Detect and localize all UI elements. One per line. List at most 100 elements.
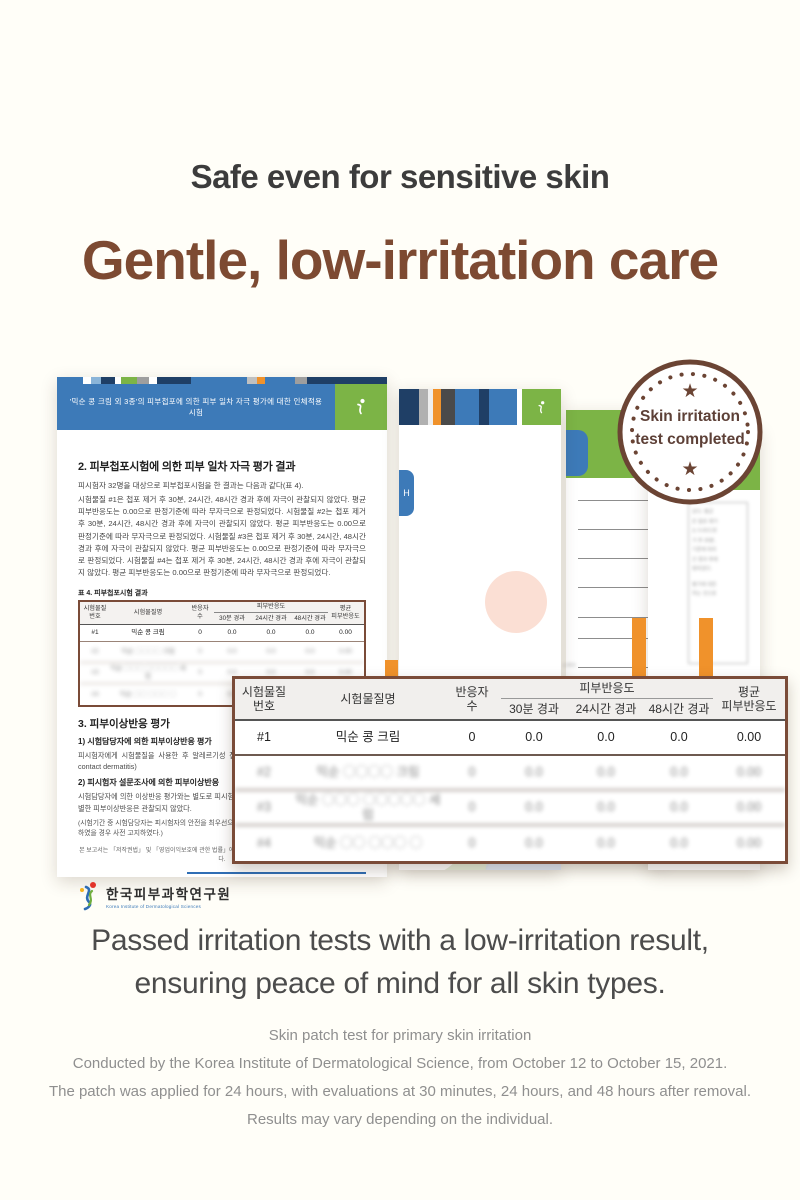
report-note: (시험기간 중 시험담당자는 피시험자의 안전을 최우선으로 하며, 시험물질에… (78, 819, 364, 838)
badge-text-line2: test completed (635, 431, 745, 448)
report-mini-table: 시험물질 번호 시험물질명 반응자 수 피부반응도 30분 경과 24시간 경과… (78, 600, 366, 708)
orange-bar (632, 618, 646, 680)
disclaimer-line4: Results may vary depending on the indivi… (246, 1111, 553, 1129)
page-a-tab (566, 430, 588, 476)
col-count: 반응자 수 (455, 684, 489, 713)
col-avg: 평균 피부반응도 (721, 684, 777, 713)
mini-cell: 0.0 (305, 669, 315, 677)
mini-cell: 믹순 ◯◯◯◯ 크림 (121, 648, 175, 656)
mini-col-t48: 48시간 경과 (294, 614, 326, 622)
mini-cell: 0.0 (305, 629, 315, 637)
cell-t30: 0.0 (525, 836, 543, 850)
mini-cell: #2 (91, 648, 99, 656)
col-t30: 30분 경과 (509, 701, 559, 716)
badge-text-line1: Skin irritation (640, 408, 740, 425)
cell-t48: 0.0 (670, 800, 688, 814)
mini-col-group: 피부반응도 (214, 602, 328, 614)
mini-cell: 0.0 (266, 648, 276, 656)
decor-circle (485, 571, 547, 633)
col-t48: 48시간 경과 (648, 701, 710, 716)
institute-logo: 한국피부과학연구원 Korea Institute of Dermatologi… (78, 881, 366, 911)
mini-cell: 0.0 (227, 669, 237, 677)
page-a-caption: 스케치 (562, 663, 576, 669)
mini-col-name: 시험물질명 (133, 609, 163, 617)
result-headline-line1: Passed irritation tests with a low-irrit… (91, 924, 709, 957)
mini-cell: 0.0 (214, 691, 250, 699)
mini-cell: 0.00 (339, 629, 352, 637)
cover-color-strip (399, 389, 561, 425)
cell-count: 0 (468, 836, 476, 850)
cell-t48: 0.0 (670, 765, 688, 779)
report-footer-rule (187, 872, 366, 874)
institute-symbol-icon (538, 400, 545, 413)
mini-cell: 0 (198, 690, 202, 698)
orange-bar (385, 660, 398, 680)
cell-name: 믹순 콩 크림 (335, 730, 401, 744)
report-sub1-body: 피시험자에게 시험물질을 사용한 후 알레르기성 접촉 피부염이나 자극성 접촉… (78, 751, 366, 772)
disclaimer-line2: Conducted by the Korea Institute of Derm… (72, 1055, 728, 1073)
result-headline-line2: ensuring peace of mind for all skin type… (134, 966, 666, 1000)
cell-no: #2 (257, 765, 271, 779)
star-icon: ★ (681, 381, 699, 402)
report-copyright: 본 보고서는 「저작권법」 및 「영업이익보호에 관한 법률」에 따라 제 3자… (79, 847, 365, 864)
cell-t30: 0.0 (525, 730, 543, 744)
mini-cell: 0.0 (227, 629, 237, 637)
mini-table-header: 시험물질 번호 시험물질명 반응자 수 피부반응도 30분 경과 24시간 경과… (80, 602, 364, 626)
section-subtitle: Safe even for sensitive skin (190, 158, 610, 195)
mini-cell: 0.0 (266, 669, 276, 677)
mini-cell: 0.0 (227, 648, 237, 656)
report-header: '믹순 콩 크림 외 3종'의 피부첩포에 의한 피부 일차 자극 평가에 대한… (57, 384, 387, 430)
cover-side-tab: H (399, 470, 414, 516)
cell-name: 믹순 ◯◯◯ ◯◯◯◯◯ 세럼 (295, 792, 441, 822)
disclaimer: Skin patch test for primary skin irritat… (0, 1022, 800, 1134)
report-section2-body: 시험물질 #1은 첩포 제거 후 30분, 24시간, 48시간 경과 후에 자… (78, 495, 366, 577)
institute-symbol-icon (357, 398, 365, 415)
col-group: 피부반응도 (501, 679, 713, 699)
institute-name-en: Korea Institute of Dermatological Scienc… (106, 904, 201, 909)
cell-name: 믹순 ◯◯ ◯◯◯ ◯ (313, 836, 423, 850)
institute-logo-icon (80, 882, 96, 911)
cell-avg: 0.00 (736, 730, 762, 744)
section-title: Gentle, low-irritation care (81, 229, 719, 291)
col-t24: 24시간 경과 (575, 701, 637, 716)
col-name: 시험물질명 (340, 691, 396, 706)
mini-cell: 믹순 ◯◯◯ ◯◯◯◯◯ 세럼 (110, 665, 186, 681)
mini-cell: 0.0 (305, 648, 315, 656)
mini-cell: 0.00 (339, 648, 352, 656)
mini-cell: 0 (198, 629, 202, 637)
certification-badge: ★ Skin irritation test completed ★ (616, 358, 764, 506)
report-header-title: '믹순 콩 크림 외 3종'의 피부첩포에 의한 피부 일차 자극 평가에 대한… (57, 384, 335, 430)
mini-cell: #4 (91, 690, 99, 698)
mini-col-avg: 평균 피부반응도 (331, 605, 360, 621)
cell-count: 0 (468, 800, 476, 814)
result-headline: Passed irritation tests with a low-irrit… (0, 920, 800, 1005)
cell-name: 믹순 ◯◯◯◯ 크림 (316, 765, 420, 779)
badge-circle (617, 359, 763, 505)
orange-bar (699, 618, 713, 680)
result-table-row: #1 믹순 콩 크림 0 0.0 0.0 0.0 0.00 (235, 721, 785, 756)
cell-no: #4 (257, 836, 271, 850)
report-section3-heading: 3. 피부이상반응 평가 (78, 718, 170, 731)
report-header-logo-block (335, 384, 387, 430)
page-b-text-box: 았다. 평균 은 첩포 제거 는 0.00으로 거 후 30분, 기준에 따라 … (688, 502, 748, 664)
mini-cell: 0.00 (339, 669, 352, 677)
cell-t30: 0.0 (525, 800, 543, 814)
mini-table-row-masked: #3 믹순 ◯◯◯ ◯◯◯◯◯ 세럼 0 0.0 0.0 0.0 0.00 (80, 663, 364, 685)
mini-col-t24: 24시간 경과 (255, 614, 287, 622)
institute-name-kr: 한국피부과학연구원 (106, 887, 232, 902)
mini-col-no: 시험물질 번호 (83, 605, 107, 621)
mini-cell: 믹순 ◯◯ ◯◯◯ ◯ (119, 690, 177, 698)
cell-t24: 0.0 (597, 730, 615, 744)
report-body: 2. 피부첩포시험에 의한 피부 일차 자극 평가 결과 피시험자 32명을 대… (57, 430, 387, 911)
cell-count: 0 (468, 730, 476, 744)
cell-t24: 0.0 (597, 800, 615, 814)
cell-t30: 0.0 (525, 765, 543, 779)
mini-cell: 0.0 (266, 629, 276, 637)
cell-t48: 0.0 (670, 836, 688, 850)
cell-count: 0 (468, 765, 476, 779)
mini-cell: #1 (91, 629, 99, 637)
report-color-strip (57, 377, 387, 384)
cell-t48: 0.0 (670, 730, 688, 744)
mini-cell: 0 (198, 648, 202, 656)
result-table: 시험물질 번호 시험물질명 반응자 수 피부반응도 30분 경과 24시간 경과… (232, 676, 788, 864)
